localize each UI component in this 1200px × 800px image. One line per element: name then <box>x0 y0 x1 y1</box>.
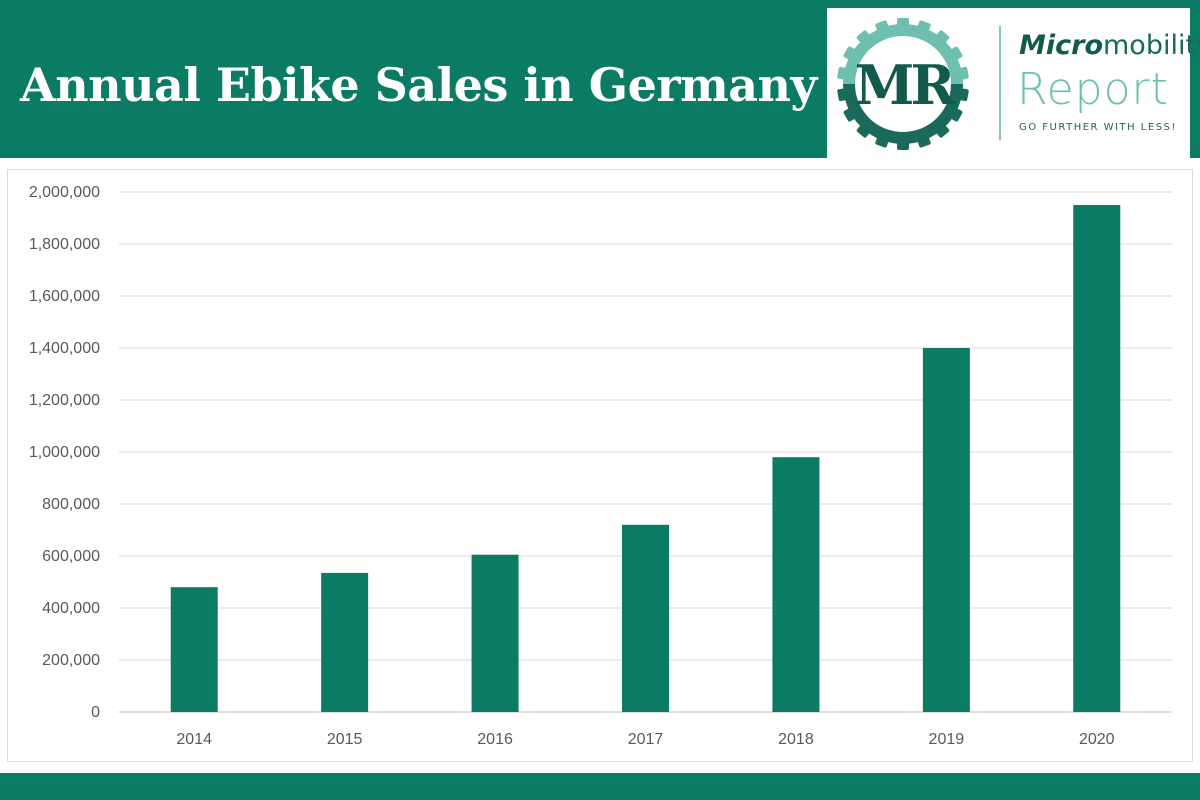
y-tick-label: 0 <box>91 704 100 721</box>
x-tick-label: 2014 <box>176 731 212 748</box>
y-tick-label: 800,000 <box>42 496 100 513</box>
bar-2015 <box>321 572 369 712</box>
y-tick-label: 200,000 <box>42 652 100 669</box>
bar-2017 <box>622 524 669 712</box>
chart-area: 0 200,000 400,000 600,000 800,000 1,000,000 1,… <box>7 169 1193 762</box>
logo-divider <box>999 26 1001 140</box>
logo-word-report: Report <box>1017 64 1169 115</box>
x-tick-label: 2015 <box>327 731 363 748</box>
y-tick-label: 2,000,000 <box>29 184 100 201</box>
x-tick-label: 2018 <box>778 731 814 748</box>
bar-chart: 0 200,000 400,000 600,000 800,000 1,000,000 1,… <box>29 184 1172 748</box>
logo-word-micro: Micro <box>1019 30 1103 61</box>
y-tick-label: 400,000 <box>42 600 100 617</box>
logo-word-mobility: mobility <box>1103 30 1200 61</box>
y-tick-label: 1,400,000 <box>29 340 100 357</box>
footer-band <box>0 773 1200 800</box>
y-tick-label: 1,200,000 <box>29 392 100 409</box>
x-tick-label: 2019 <box>929 731 965 748</box>
y-tick-label: 1,800,000 <box>29 236 100 253</box>
bar-2019 <box>922 348 970 712</box>
logo-monogram: MR <box>855 53 957 117</box>
x-tick-label: 2017 <box>628 731 664 748</box>
bar-2020 <box>1073 205 1121 712</box>
y-tick-label: 1,000,000 <box>29 444 100 461</box>
y-tick-label: 600,000 <box>42 548 100 565</box>
logo: MR Micromobility Report GO FURTHER WITH … <box>827 8 1200 158</box>
y-tick-label: 1,600,000 <box>29 288 100 305</box>
gear-icon: MR <box>837 18 969 150</box>
logo-tagline: GO FURTHER WITH LESS! <box>1019 122 1177 133</box>
bar-2014 <box>170 587 218 712</box>
x-tick-label: 2016 <box>477 731 513 748</box>
bar-2018 <box>772 457 820 712</box>
x-tick-label: 2020 <box>1079 731 1115 748</box>
bar-2016 <box>471 554 519 712</box>
logo-wordmark: Micromobility <box>1019 30 1200 61</box>
chart-title: Annual Ebike Sales in Germany <box>20 58 817 112</box>
